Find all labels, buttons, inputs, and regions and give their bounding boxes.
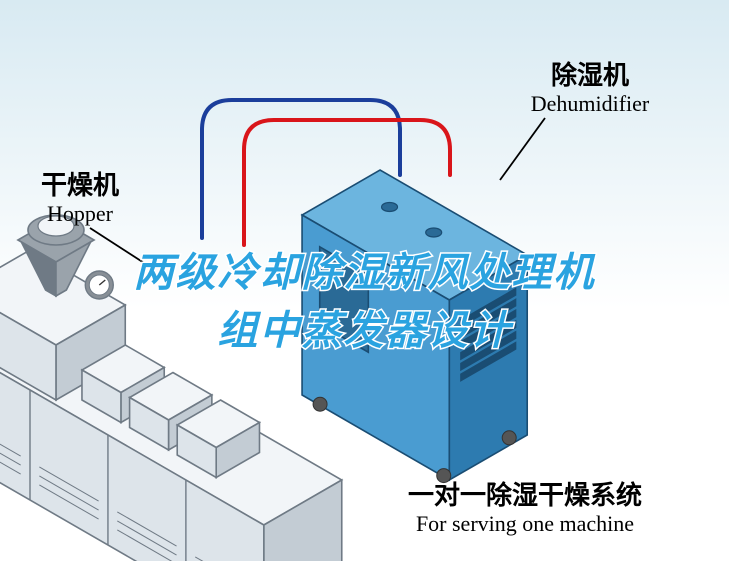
diagram-canvas: 除湿机 Dehumidifier 干燥机 Hopper 一对一除湿干燥系统 Fo…	[0, 0, 729, 561]
leader-dehumidifier	[500, 118, 545, 180]
label-system-en: For serving one machine	[340, 511, 710, 537]
label-system: 一对一除湿干燥系统 For serving one machine	[340, 480, 710, 538]
label-system-cn: 一对一除湿干燥系统	[340, 480, 710, 511]
label-hopper-cn: 干燥机	[10, 170, 150, 201]
overlay-title-line1: 两级冷却除湿新风处理机	[0, 240, 729, 298]
label-dehumidifier-cn: 除湿机	[490, 60, 690, 91]
overlay-title-line2: 组中蒸发器设计	[0, 298, 729, 356]
label-dehumidifier-en: Dehumidifier	[490, 91, 690, 117]
label-hopper: 干燥机 Hopper	[10, 170, 150, 228]
label-hopper-en: Hopper	[10, 201, 150, 227]
label-dehumidifier: 除湿机 Dehumidifier	[490, 60, 690, 118]
overlay-title: 两级冷却除湿新风处理机 组中蒸发器设计	[0, 240, 729, 356]
